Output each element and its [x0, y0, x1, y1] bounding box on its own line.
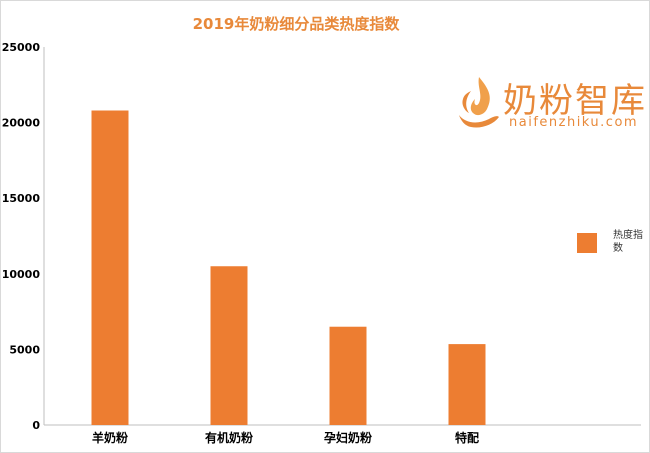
x-tick-label: 羊奶粉: [92, 430, 128, 445]
x-tick-label: 特配: [455, 430, 479, 445]
brand-logo: 奶粉智库 naifenzhiku.com: [453, 71, 650, 141]
flame-hand-logo-icon: [459, 77, 499, 128]
logo-chinese-name: 奶粉智库: [503, 81, 647, 121]
x-tick-label: 有机奶粉: [205, 430, 253, 445]
legend-swatch: [577, 233, 597, 253]
legend-label: 热度指数: [613, 230, 643, 254]
bar: [210, 266, 248, 425]
y-tick-label: 15000: [2, 192, 41, 205]
y-tick-label: 10000: [2, 268, 41, 281]
bar: [91, 110, 129, 425]
y-tick-label: 25000: [2, 41, 41, 54]
y-tick-label: 5000: [9, 343, 40, 356]
bar: [329, 326, 367, 425]
bar: [448, 344, 486, 425]
logo-domain-text: naifenzhiku.com: [509, 115, 639, 130]
x-tick-label: 孕妇奶粉: [324, 430, 372, 445]
y-tick-label: 20000: [2, 117, 41, 130]
chart-title: 2019年奶粉细分品类热度指数: [192, 15, 400, 33]
y-tick-label: 0: [32, 419, 40, 432]
